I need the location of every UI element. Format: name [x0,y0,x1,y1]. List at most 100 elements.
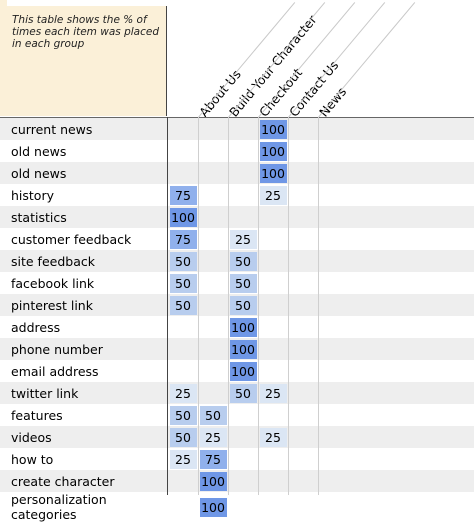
percent-cell [198,316,228,338]
table-row: old news 100 [0,140,474,162]
percent-value [170,162,197,181]
percent-cell [288,338,318,360]
percent-value [200,338,227,357]
row-filler [318,206,474,228]
row-label: phone number [0,338,168,360]
column-divider [228,117,229,495]
percent-cell [168,470,198,492]
table-row: email address 100 [0,360,474,382]
percent-cell [228,404,258,426]
percent-value [260,206,287,225]
percent-value [290,272,317,291]
percent-cell [288,184,318,206]
percent-value [170,118,197,137]
row-label: current news [0,118,168,140]
table-row: pinterest link 50 50 [0,294,474,316]
percent-value: 50 [169,251,197,271]
percent-cell [198,228,228,250]
percent-value [260,360,287,379]
percent-cell [288,470,318,492]
percent-value: 100 [259,119,287,139]
percent-cell [228,140,258,162]
percent-cell [258,448,288,470]
percent-value [260,338,287,357]
percent-cell [258,492,288,522]
row-label: personalization categories [0,492,168,522]
percent-cell [198,360,228,382]
percent-cell [198,118,228,140]
row-label: site feedback [0,250,168,272]
percent-value [260,294,287,313]
percent-value [200,272,227,291]
row-filler [318,162,474,184]
table-row: twitter link 25 50 25 [0,382,474,404]
percent-value [170,360,197,379]
table-row: customer feedback 75 25 [0,228,474,250]
percent-cell: 75 [198,448,228,470]
percent-cell: 25 [228,228,258,250]
percent-value: 25 [169,449,197,469]
percent-value: 100 [199,471,227,491]
row-label: how to [0,448,168,470]
column-divider [198,117,199,495]
percent-cell [288,294,318,316]
percent-value [230,470,257,489]
percent-cell: 100 [228,360,258,382]
percent-cell: 100 [198,470,228,492]
percent-value [230,206,257,225]
percent-cell [228,118,258,140]
percent-cell: 100 [228,316,258,338]
percent-value [170,338,197,357]
label-column-divider [167,117,168,495]
percent-cell [228,470,258,492]
percent-value: 50 [229,383,257,403]
row-filler [318,250,474,272]
percent-cell [228,492,258,522]
percent-cell [258,206,288,228]
column-headers: About Us Build Your Character Checkout C… [0,0,474,120]
percent-value [290,404,317,423]
placement-table: current news 100 old news 100 old news 100 his… [0,118,474,522]
percent-cell [198,250,228,272]
percent-value [290,338,317,357]
row-filler [318,360,474,382]
percent-cell [168,338,198,360]
percent-value [290,426,317,445]
table-row: phone number 100 [0,338,474,360]
table-description-note: This table shows the % of times each ite… [7,6,167,116]
column-divider [288,117,289,495]
table-row: statistics 100 [0,206,474,228]
percent-cell [168,360,198,382]
percent-cell: 25 [198,426,228,448]
percent-cell [288,272,318,294]
row-label: statistics [0,206,168,228]
percent-cell [258,272,288,294]
table-row: facebook link 50 50 [0,272,474,294]
percent-value: 50 [199,405,227,425]
percent-value [200,294,227,313]
percent-value: 100 [229,361,257,381]
percent-cell: 100 [258,162,288,184]
table-row: site feedback 50 50 [0,250,474,272]
percent-cell [258,404,288,426]
percent-value: 50 [169,427,197,447]
percent-cell [198,206,228,228]
percent-value: 100 [259,163,287,183]
table-row: history 75 25 [0,184,474,206]
row-filler [318,404,474,426]
percent-cell: 50 [228,382,258,404]
percent-cell [198,382,228,404]
percent-value [290,250,317,269]
percent-value [230,118,257,137]
header-rule [0,117,474,118]
percent-value [260,272,287,291]
percent-value [260,404,287,423]
row-label: address [0,316,168,338]
percent-value [230,184,257,203]
table-row: features 50 50 [0,404,474,426]
percent-value [230,140,257,159]
percent-value [200,140,227,159]
percent-cell [288,382,318,404]
percent-cell [288,360,318,382]
percent-cell [198,294,228,316]
